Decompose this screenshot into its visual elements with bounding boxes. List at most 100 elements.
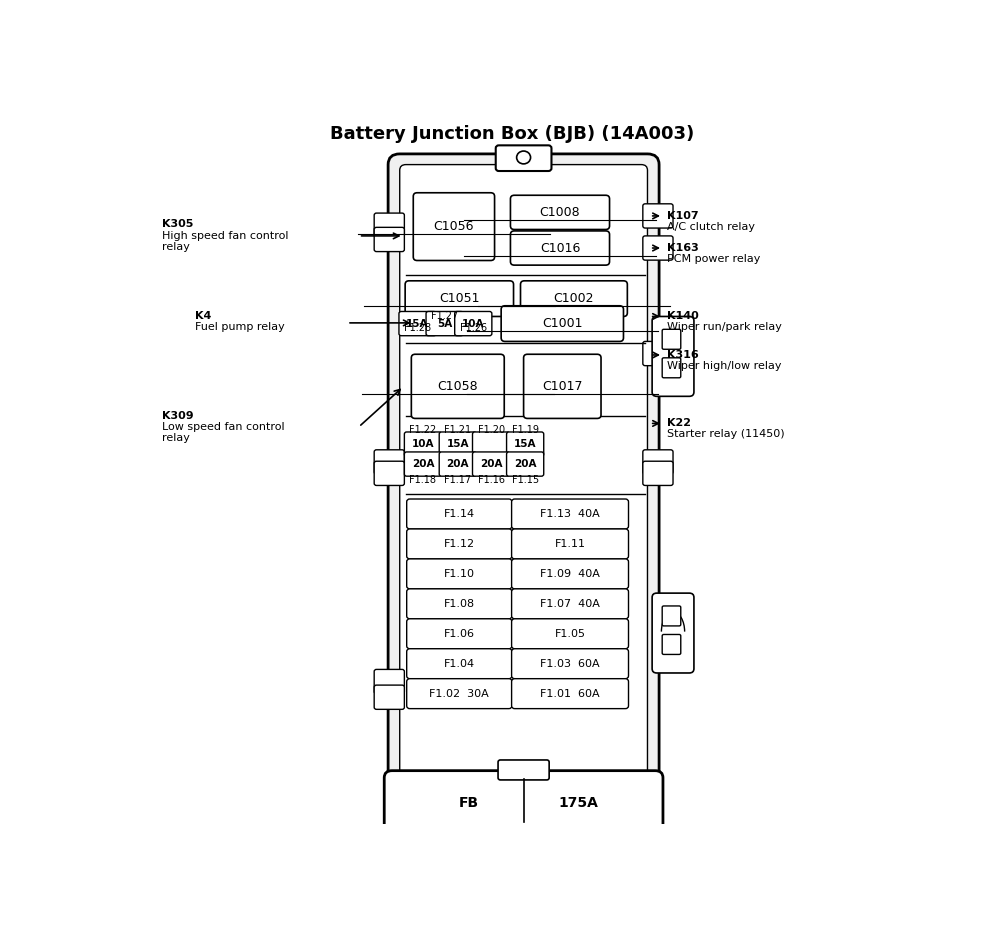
Text: F1.18: F1.18	[410, 475, 437, 485]
Text: C1058: C1058	[438, 380, 479, 393]
FancyBboxPatch shape	[414, 193, 495, 260]
FancyBboxPatch shape	[375, 228, 405, 252]
FancyBboxPatch shape	[407, 559, 511, 589]
FancyBboxPatch shape	[511, 529, 628, 559]
FancyBboxPatch shape	[406, 281, 513, 317]
Text: F1.04: F1.04	[444, 658, 475, 669]
Text: Battery Junction Box (BJB) (14A003): Battery Junction Box (BJB) (14A003)	[330, 125, 694, 143]
Text: 15A: 15A	[513, 439, 536, 449]
FancyBboxPatch shape	[405, 452, 442, 476]
Text: C1017: C1017	[542, 380, 582, 393]
Text: K22: K22	[667, 419, 691, 429]
FancyBboxPatch shape	[407, 679, 511, 708]
FancyBboxPatch shape	[375, 685, 405, 709]
FancyBboxPatch shape	[407, 619, 511, 649]
FancyBboxPatch shape	[511, 499, 628, 529]
Text: A/C clutch relay: A/C clutch relay	[667, 221, 755, 232]
Text: F1.26: F1.26	[461, 323, 488, 332]
FancyBboxPatch shape	[440, 432, 477, 457]
FancyBboxPatch shape	[412, 355, 504, 419]
Text: 175A: 175A	[558, 795, 598, 809]
Text: 20A: 20A	[480, 459, 502, 469]
Text: C1008: C1008	[539, 206, 580, 219]
Text: C1051: C1051	[440, 292, 480, 306]
FancyBboxPatch shape	[375, 461, 405, 485]
Text: Starter relay (11450): Starter relay (11450)	[667, 429, 784, 439]
Text: High speed fan control: High speed fan control	[162, 231, 289, 241]
Text: Fuel pump relay: Fuel pump relay	[195, 322, 285, 332]
Text: F1.16: F1.16	[478, 475, 504, 485]
Text: K163: K163	[667, 243, 698, 253]
Text: K107: K107	[667, 211, 698, 221]
FancyBboxPatch shape	[511, 619, 628, 649]
Text: 10A: 10A	[462, 319, 485, 329]
Text: PCM power relay: PCM power relay	[667, 254, 760, 264]
Text: C1002: C1002	[553, 292, 594, 306]
Text: F1.11: F1.11	[554, 539, 585, 549]
FancyBboxPatch shape	[405, 432, 442, 457]
Text: F1.21: F1.21	[445, 425, 472, 435]
FancyBboxPatch shape	[642, 461, 673, 485]
Text: F1.27: F1.27	[431, 311, 459, 320]
Text: 15A: 15A	[407, 319, 429, 329]
FancyBboxPatch shape	[473, 432, 509, 457]
Text: relay: relay	[162, 242, 190, 252]
FancyBboxPatch shape	[642, 342, 673, 366]
FancyBboxPatch shape	[523, 355, 601, 419]
FancyBboxPatch shape	[473, 452, 509, 476]
FancyBboxPatch shape	[506, 432, 543, 457]
Text: Wiper high/low relay: Wiper high/low relay	[667, 360, 781, 370]
Text: Low speed fan control: Low speed fan control	[162, 422, 285, 432]
FancyBboxPatch shape	[511, 589, 628, 619]
Text: K309: K309	[162, 411, 194, 421]
FancyBboxPatch shape	[388, 154, 659, 795]
Text: F1.08: F1.08	[444, 599, 475, 608]
Text: F1.01  60A: F1.01 60A	[540, 689, 599, 698]
Text: F1.05: F1.05	[554, 629, 585, 639]
FancyBboxPatch shape	[642, 236, 673, 260]
Text: 15A: 15A	[447, 439, 470, 449]
Text: K140: K140	[667, 311, 698, 321]
FancyBboxPatch shape	[511, 679, 628, 708]
FancyBboxPatch shape	[652, 594, 694, 673]
FancyBboxPatch shape	[642, 204, 673, 228]
FancyBboxPatch shape	[385, 770, 663, 832]
FancyBboxPatch shape	[455, 311, 492, 336]
FancyBboxPatch shape	[652, 317, 694, 396]
Text: 20A: 20A	[412, 459, 435, 469]
Text: F1.22: F1.22	[410, 425, 437, 435]
FancyBboxPatch shape	[662, 330, 680, 349]
Text: 10A: 10A	[412, 439, 435, 449]
Text: F1.17: F1.17	[445, 475, 472, 485]
FancyBboxPatch shape	[511, 649, 628, 679]
FancyBboxPatch shape	[642, 450, 673, 474]
FancyBboxPatch shape	[407, 529, 511, 559]
Text: 5A: 5A	[437, 319, 453, 329]
FancyBboxPatch shape	[407, 499, 511, 529]
Text: C1001: C1001	[542, 317, 582, 330]
FancyBboxPatch shape	[375, 669, 405, 694]
FancyBboxPatch shape	[375, 213, 405, 237]
FancyBboxPatch shape	[400, 165, 647, 785]
Text: 20A: 20A	[513, 459, 536, 469]
Text: FB: FB	[459, 795, 480, 809]
Text: Wiper run/park relay: Wiper run/park relay	[667, 322, 781, 332]
Text: F1.28: F1.28	[404, 323, 432, 332]
Text: K4: K4	[195, 311, 211, 321]
FancyBboxPatch shape	[407, 589, 511, 619]
FancyBboxPatch shape	[501, 306, 623, 342]
FancyBboxPatch shape	[399, 311, 437, 336]
FancyBboxPatch shape	[506, 452, 543, 476]
FancyBboxPatch shape	[440, 452, 477, 476]
FancyBboxPatch shape	[520, 281, 627, 317]
Text: 20A: 20A	[447, 459, 470, 469]
Text: K316: K316	[667, 350, 698, 360]
Text: relay: relay	[162, 432, 190, 443]
Text: K305: K305	[162, 219, 194, 229]
FancyBboxPatch shape	[426, 311, 464, 336]
Text: F1.12: F1.12	[444, 539, 475, 549]
Text: F1.10: F1.10	[444, 569, 475, 579]
Text: F1.13  40A: F1.13 40A	[540, 509, 600, 519]
FancyBboxPatch shape	[662, 634, 680, 655]
FancyBboxPatch shape	[510, 231, 609, 265]
